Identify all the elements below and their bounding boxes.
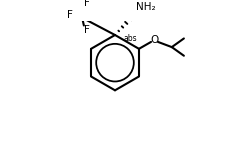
Text: abs: abs: [123, 34, 137, 43]
Text: O: O: [150, 35, 158, 45]
Text: F: F: [67, 10, 73, 20]
Text: NH₂: NH₂: [136, 2, 155, 12]
Text: F: F: [83, 25, 89, 35]
Text: F: F: [83, 0, 89, 8]
